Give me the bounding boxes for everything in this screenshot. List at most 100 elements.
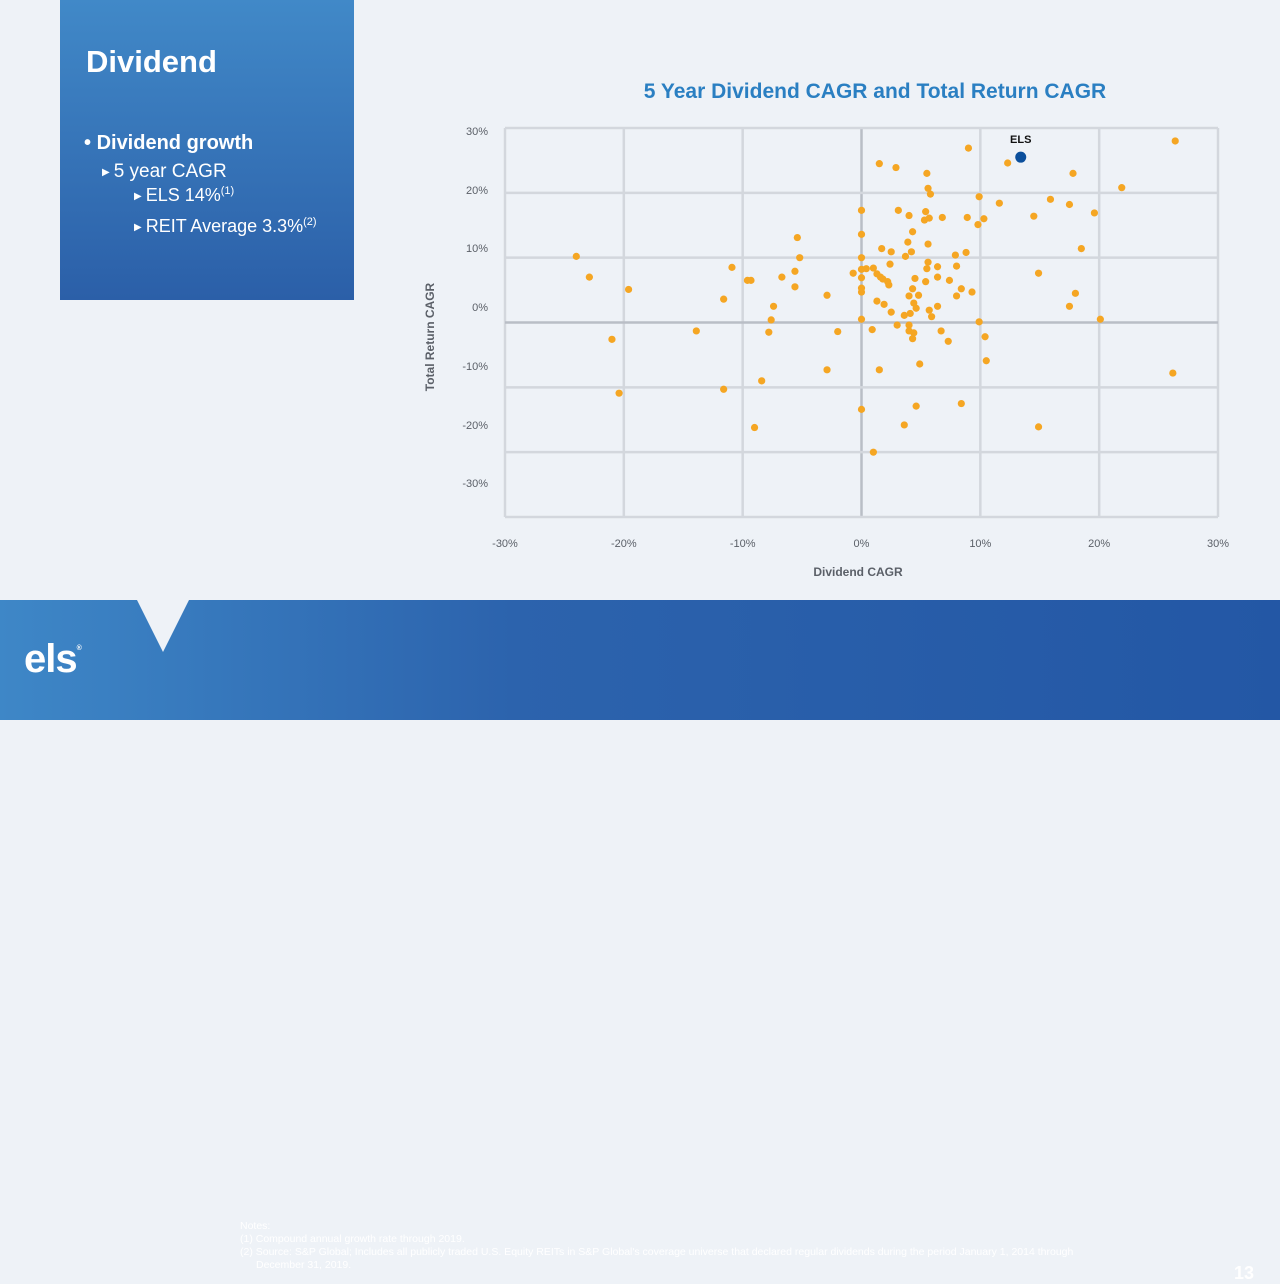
- data-point: [1065, 200, 1074, 209]
- note-2: (2) Source: S&P Global; Includes all pub…: [240, 1246, 1074, 1258]
- data-point: [892, 163, 900, 172]
- x-tick-label: -30%: [492, 538, 518, 550]
- data-point: [974, 221, 982, 229]
- data-point: [750, 423, 759, 432]
- triangle-bullet-icon: ▶: [134, 222, 142, 233]
- data-point: [1169, 369, 1177, 377]
- data-point: [933, 263, 942, 271]
- panel-title: Dividend: [86, 44, 217, 79]
- data-point: [905, 292, 913, 300]
- y-tick-label: -30%: [462, 478, 488, 491]
- data-point: [975, 193, 983, 201]
- y-tick-label: 20%: [465, 184, 488, 197]
- data-point: [962, 248, 970, 257]
- data-point: [767, 316, 775, 324]
- data-point: [857, 315, 866, 323]
- data-point: [952, 262, 961, 270]
- data-point: [1071, 289, 1079, 297]
- data-point: [964, 144, 973, 152]
- data-point: [862, 265, 870, 273]
- data-point: [873, 297, 881, 305]
- data-point: [747, 276, 755, 284]
- x-tick-label: 0%: [853, 538, 870, 550]
- data-point: [887, 308, 895, 316]
- data-point: [908, 335, 917, 343]
- data-point: [857, 230, 866, 238]
- data-point: [1171, 137, 1179, 145]
- bullet-5yr-cagr: ▶ 5 year CAGR: [102, 161, 227, 183]
- x-tick-label: 30%: [1206, 538, 1230, 550]
- page-number: 13: [1233, 1263, 1254, 1283]
- data-point: [1034, 269, 1043, 277]
- y-tick-label: 30%: [465, 126, 488, 138]
- y-axis-title: Total Return CAGR: [423, 282, 437, 392]
- x-tick-label: 10%: [969, 538, 992, 550]
- data-point: [857, 405, 866, 413]
- data-point: [963, 213, 971, 222]
- data-point: [875, 366, 883, 374]
- data-point: [957, 399, 965, 408]
- data-point: [923, 169, 931, 177]
- data-point: [937, 327, 945, 335]
- data-point: [907, 248, 916, 256]
- data-point: [951, 251, 959, 259]
- data-point: [901, 252, 910, 260]
- data-point: [914, 291, 923, 299]
- data-point: [886, 260, 894, 268]
- data-point: [912, 402, 920, 410]
- data-point: [924, 184, 932, 192]
- data-point: [1030, 212, 1038, 220]
- data-point: [1090, 209, 1099, 217]
- data-point: [796, 254, 804, 262]
- data-point: [933, 273, 942, 281]
- bullet-reit-average: ▶ REIT Average 3.3%(2): [134, 216, 317, 237]
- data-point: [910, 329, 918, 337]
- data-point: [900, 311, 908, 319]
- data-point: [692, 327, 700, 335]
- data-point: [572, 252, 580, 260]
- notch-decoration: [137, 600, 189, 652]
- y-tick-label: 10%: [465, 243, 488, 256]
- x-axis-title: Dividend CAGR: [813, 565, 903, 579]
- data-point: [823, 366, 831, 374]
- footer: Notes: (1) Compound annual growth rate t…: [0, 600, 1280, 1283]
- data-point: [791, 283, 799, 291]
- data-point: [893, 321, 901, 329]
- data-point: [857, 206, 866, 214]
- data-point: [957, 285, 965, 293]
- data-point: [791, 267, 799, 275]
- data-point: [868, 326, 876, 334]
- data-point: [922, 208, 930, 216]
- data-point: [928, 313, 936, 321]
- chart-title: 5 Year Dividend CAGR and Total Return CA…: [643, 80, 1107, 103]
- data-point: [878, 244, 886, 253]
- data-point: [908, 228, 917, 236]
- data-point: [869, 264, 877, 272]
- data-point: [911, 274, 919, 283]
- data-point: [765, 328, 773, 336]
- data-point: [1077, 244, 1085, 253]
- data-point: [1004, 159, 1012, 167]
- data-point: [922, 278, 930, 286]
- bullet-text: REIT Average 3.3%: [145, 216, 304, 236]
- els-logo: els®: [24, 637, 82, 681]
- bullet-dot-icon: •: [84, 132, 97, 154]
- bullet-els: ▶ ELS 14%(1): [134, 185, 234, 206]
- els-label: ELS: [1010, 134, 1031, 146]
- notes-title: Notes:: [240, 1220, 271, 1232]
- note-2-continued: December 31, 2019.: [256, 1259, 352, 1271]
- data-point: [925, 214, 933, 222]
- data-point: [906, 309, 914, 318]
- data-point: [968, 288, 976, 296]
- bullet-dividend-growth: • Dividend growth: [84, 132, 253, 155]
- data-point: [926, 190, 935, 198]
- data-point: [905, 211, 913, 220]
- data-point: [875, 160, 883, 168]
- data-point: [995, 199, 1003, 207]
- data-point: [904, 238, 912, 246]
- bullet-text: Dividend growth: [96, 132, 254, 154]
- x-tick-label: -10%: [729, 538, 756, 550]
- data-point: [1034, 423, 1043, 431]
- notes: Notes: (1) Compound annual growth rate t…: [240, 1220, 1073, 1272]
- note-1: (1) Compound annual growth rate through …: [240, 1233, 465, 1245]
